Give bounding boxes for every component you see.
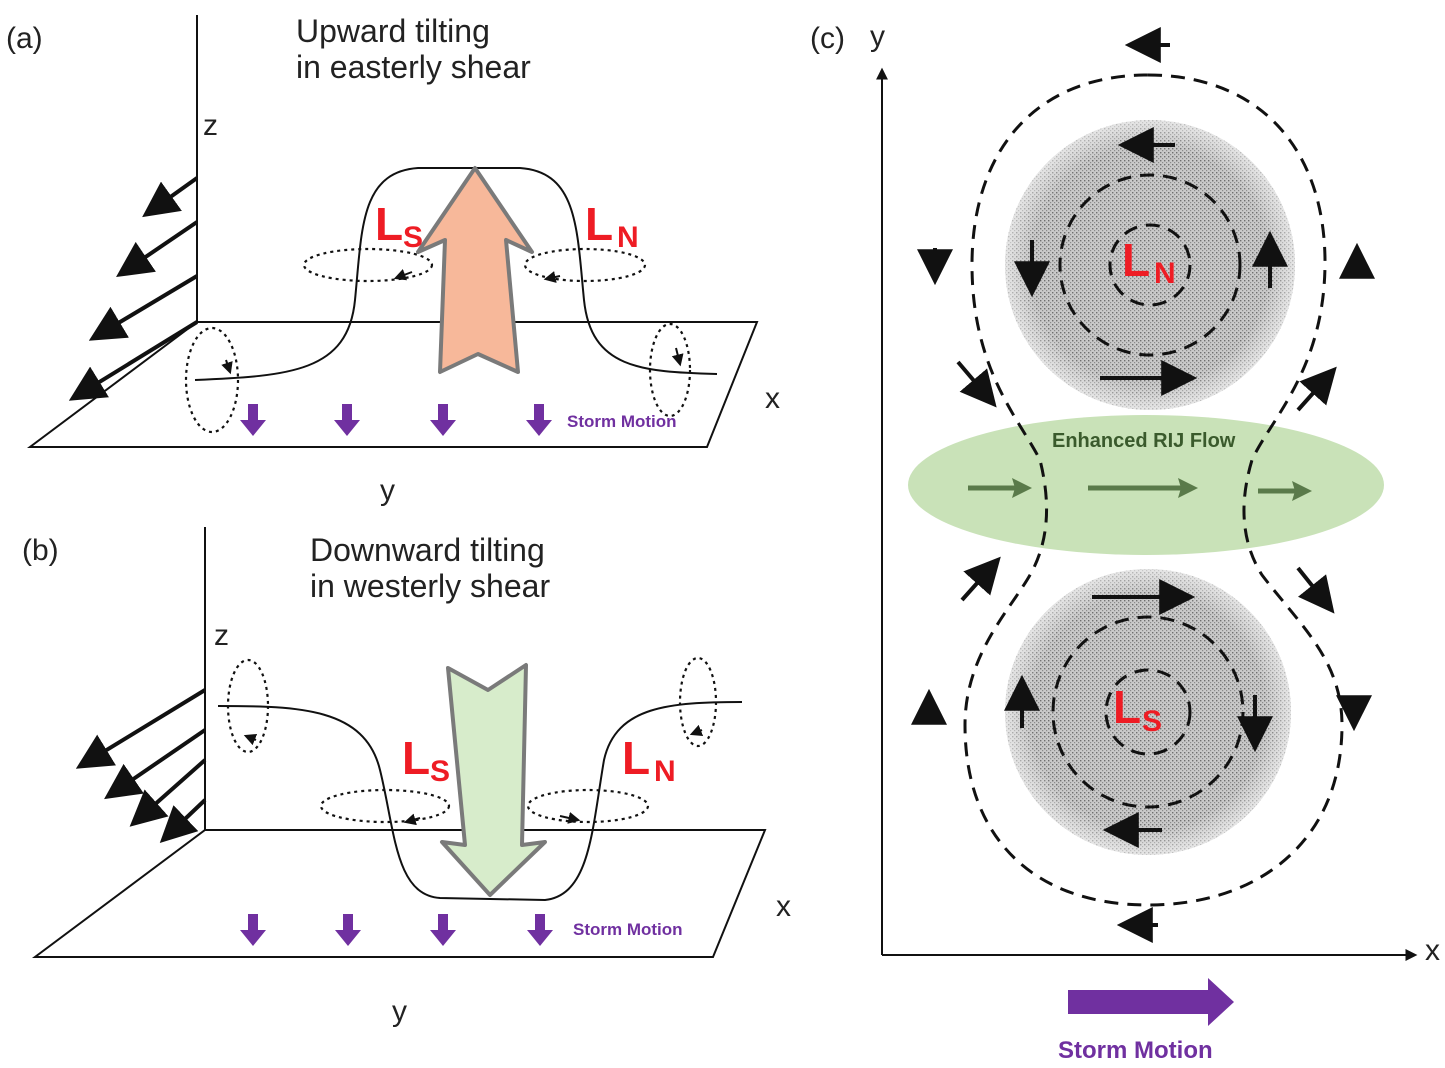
- panel-b-title-line2: in westerly shear: [310, 568, 550, 604]
- panel-c-ls-sub: S: [1142, 705, 1162, 738]
- panel-c-rij-label: Enhanced RIJ Flow: [1052, 430, 1236, 452]
- panel-b-label: (b): [22, 534, 59, 567]
- panel-a-x-label: x: [765, 382, 780, 415]
- panel-a-ground-plane: [26, 321, 759, 448]
- panel-b-storm-motion-arrows: [240, 914, 553, 946]
- panel-a-storm-motion-label: Storm Motion: [567, 412, 677, 431]
- panel-c-ln-main: L: [1122, 234, 1150, 286]
- panel-a-y-label: y: [380, 474, 395, 507]
- panel-b-title-line1: Downward tilting: [310, 532, 545, 568]
- panel-a-storm-motion-arrows: [240, 404, 552, 436]
- panel-a-ls-sub: S: [403, 221, 423, 254]
- panel-b-ground-plane: [31, 829, 767, 958]
- panel-b-x-label: x: [776, 890, 791, 923]
- panel-b-ln-sub: N: [654, 755, 676, 788]
- panel-a-z-label: z: [203, 109, 218, 142]
- panel-a-label: (a): [6, 22, 43, 55]
- panel-b-ls-sub: S: [430, 755, 450, 788]
- panel-a-ln-main: L: [585, 198, 613, 250]
- panel-c-x-label: x: [1425, 934, 1440, 967]
- panel-c-y-label: y: [870, 20, 885, 53]
- panel-a-vortex-tube: [194, 167, 718, 381]
- panel-b-rotation-markers: [226, 656, 718, 826]
- panel-a-ln-sub: N: [617, 221, 639, 254]
- panel-a: (a) Upward tilting in easterly shear z x…: [6, 13, 780, 507]
- panel-b-z-label: z: [214, 619, 229, 652]
- panel-b-ln-main: L: [622, 732, 650, 784]
- panel-c-ls-main: L: [1113, 681, 1141, 733]
- panel-a-shear-arrows: [68, 176, 199, 401]
- panel-b-ls-main: L: [402, 732, 430, 784]
- panel-c-ln-sub: N: [1154, 257, 1176, 290]
- panel-b: (b) Downward tilting in westerly shear z…: [22, 527, 791, 1028]
- panel-a-title-line1: Upward tilting: [296, 13, 490, 49]
- panel-a-ls-main: L: [375, 198, 403, 250]
- panel-b-y-label: y: [392, 995, 407, 1028]
- panel-c: (c) y x Enhanced: [810, 20, 1440, 1064]
- panel-c-ls-rings: [1051, 615, 1245, 809]
- panel-c-ln-flow-arrows: [917, 27, 1375, 412]
- panel-a-title-line2: in easterly shear: [296, 49, 531, 85]
- panel-a-updraft-arrow: [416, 166, 534, 374]
- panel-b-downdraft-arrow: [440, 663, 547, 897]
- panel-c-outer-contour: [963, 73, 1344, 907]
- panel-b-shear-arrows: [75, 688, 207, 843]
- panel-c-rij-arrows: [968, 478, 1312, 501]
- panel-c-storm-motion-label: Storm Motion: [1058, 1037, 1213, 1063]
- panel-b-storm-motion-label: Storm Motion: [573, 920, 683, 939]
- panel-a-rotation-markers: [184, 247, 692, 434]
- panel-c-storm-motion-arrow: [1068, 978, 1234, 1026]
- panel-c-rij-ellipse: [908, 415, 1384, 555]
- panel-c-label: (c): [810, 22, 845, 55]
- panel-c-ls-flow-arrows: [911, 556, 1372, 943]
- panel-b-vortex-tube: [217, 701, 743, 902]
- panel-c-ln-rings: [1058, 173, 1242, 357]
